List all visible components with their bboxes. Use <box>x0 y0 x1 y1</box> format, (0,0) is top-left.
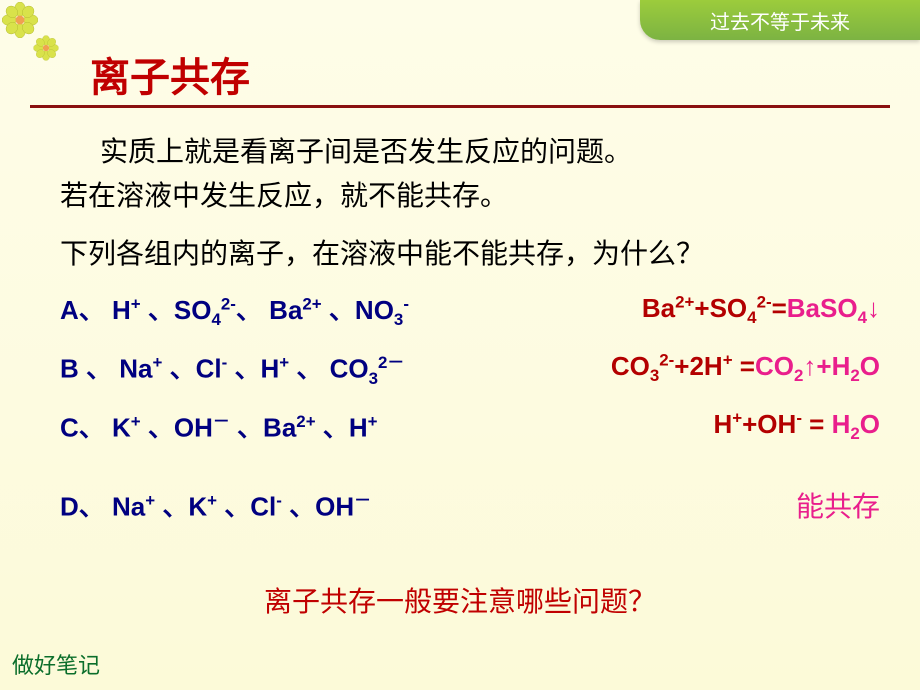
flower-icon <box>2 2 38 38</box>
ribbon-text: 过去不等于未来 <box>710 6 850 35</box>
option-c-ions: C、 K+ 、OH－ 、Ba2+ 、H+ <box>60 407 377 445</box>
slide: 过去不等于未来 离子共存 实质上就是看离子间是否发生反应的问题。 若在溶液中发生… <box>0 0 920 690</box>
answer-d: 能共存 <box>796 485 890 525</box>
option-row-b: B 、 Na+ 、Cl- 、H+ 、 CO32－ CO32-+2H+ =CO2↑… <box>60 348 890 389</box>
intro-line-1: 实质上就是看离子间是否发生反应的问题。 <box>100 130 890 170</box>
flower-icon <box>33 35 58 60</box>
option-row-a: A、 H+ 、SO42-、 Ba2+ 、NO3- Ba2++SO42-=BaSO… <box>60 290 890 330</box>
follow-up-question: 离子共存一般要注意哪些问题？ <box>0 580 920 620</box>
option-b-ions: B 、 Na+ 、Cl- 、H+ 、 CO32－ <box>60 348 404 389</box>
header-ribbon: 过去不等于未来 <box>640 0 920 40</box>
answer-c: H++OH- = H2O <box>713 408 890 444</box>
answer-a: Ba2++SO42-=BaSO4↓ <box>642 292 890 328</box>
option-d-ions: D、 Na+ 、K+ 、Cl- 、OH－ <box>60 486 371 524</box>
question-text: 下列各组内的离子，在溶液中能不能共存，为什么？ <box>60 232 890 272</box>
option-a-ions: A、 H+ 、SO42-、 Ba2+ 、NO3- <box>60 290 409 330</box>
option-row-c: C、 K+ 、OH－ 、Ba2+ 、H+ H++OH- = H2O <box>60 407 890 445</box>
intro-line-2: 若在溶液中发生反应，就不能共存。 <box>60 174 890 214</box>
page-title: 离子共存 <box>90 45 250 103</box>
footer-note: 做好笔记 <box>12 648 100 680</box>
content-area: 实质上就是看离子间是否发生反应的问题。 若在溶液中发生反应，就不能共存。 下列各… <box>0 130 920 525</box>
title-underline <box>30 105 890 108</box>
option-row-d: D、 Na+ 、K+ 、Cl- 、OH－ 能共存 <box>60 485 890 525</box>
answer-b: CO32-+2H+ =CO2↑+H2O <box>611 351 890 387</box>
